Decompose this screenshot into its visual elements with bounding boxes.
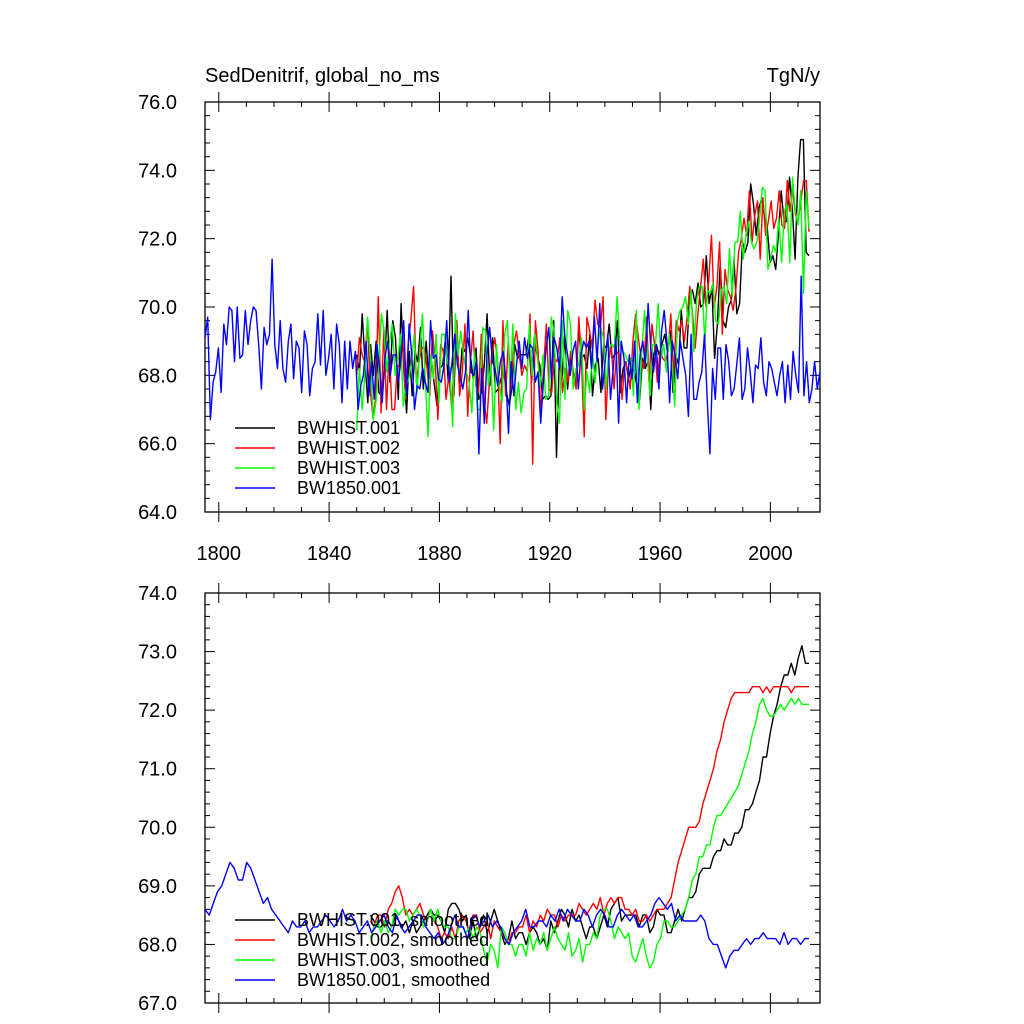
legend-label: BWHIST.003, smoothed — [297, 950, 489, 970]
x-tick-label: 1840 — [307, 543, 352, 565]
y-tick-label: 72.0 — [138, 700, 177, 722]
x-tick-label: 1880 — [417, 543, 462, 565]
x-tick-label: 2000 — [748, 543, 793, 565]
y-tick-label: 76.0 — [138, 92, 177, 114]
x-tick-label: 1800 — [197, 543, 242, 565]
y-tick-label: 71.0 — [138, 759, 177, 781]
y-tick-label: 73.0 — [138, 642, 177, 664]
legend-label: BW1850.001 — [297, 478, 401, 498]
units-label: TgN/y — [767, 65, 820, 87]
series-line — [204, 258, 821, 455]
series-line — [369, 645, 809, 951]
y-tick-label: 70.0 — [138, 817, 177, 839]
legend-label: BWHIST.002 — [297, 438, 400, 458]
y-tick-label: 68.0 — [138, 934, 177, 956]
y-tick-label: 66.0 — [138, 434, 177, 456]
x-tick-label: 1920 — [527, 543, 572, 565]
x-tick-label: 1960 — [638, 543, 683, 565]
series-line — [369, 697, 809, 969]
legend-label: BWHIST.001 — [297, 418, 400, 438]
y-tick-label: 74.0 — [138, 160, 177, 182]
series-line — [204, 861, 809, 969]
bottom-panel: 67.0 68.0 69.0 70.0 71.0 72.0 73.0 74.0 BWHIST.0… — [138, 583, 821, 1015]
legend-label: BWHIST.003 — [297, 458, 400, 478]
y-tick-label: 72.0 — [138, 229, 177, 251]
legend-label: BW1850.001, smoothed — [297, 970, 490, 990]
y-tick-label: 68.0 — [138, 365, 177, 387]
y-tick-label: 70.0 — [138, 297, 177, 319]
legend-label: BWHIST.001, smoothed — [297, 910, 489, 930]
series-line — [369, 686, 809, 946]
top-panel: SedDenitrif, global_no_ms TgN/y 1800 1840… — [138, 65, 821, 565]
y-tick-label: 69.0 — [138, 876, 177, 898]
y-tick-label: 64.0 — [138, 502, 177, 524]
legend-label: BWHIST.002, smoothed — [297, 930, 489, 950]
series-line — [356, 176, 810, 438]
y-tick-label: 74.0 — [138, 583, 177, 605]
y-tick-label: 67.0 — [138, 993, 177, 1015]
plot-title: SedDenitrif, global_no_ms — [205, 65, 440, 87]
plot-frame — [204, 592, 821, 1004]
